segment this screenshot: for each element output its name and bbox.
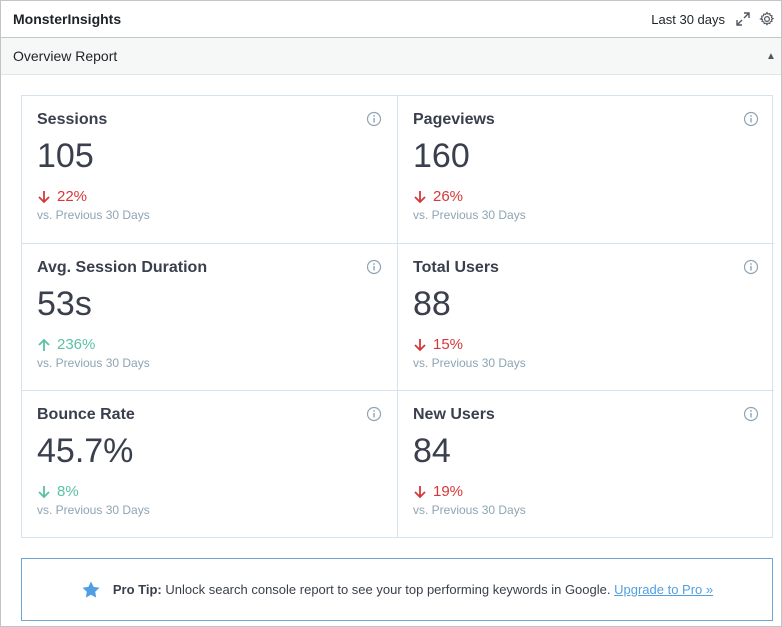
metric-change: 26% bbox=[413, 188, 759, 205]
metric-title: Sessions bbox=[37, 111, 108, 128]
pro-tip-text: Pro Tip: Unlock search console report to… bbox=[113, 582, 713, 597]
metric-change-value: 22% bbox=[57, 188, 88, 205]
caret-up-icon[interactable]: ▲ bbox=[766, 50, 776, 62]
metric-change: 22% bbox=[37, 188, 382, 205]
upgrade-to-pro-link[interactable]: Upgrade to Pro » bbox=[614, 582, 714, 597]
metric-change-value: 8% bbox=[57, 483, 79, 500]
metric-comparison-label: vs. Previous 30 Days bbox=[37, 208, 150, 222]
arrow-up-icon bbox=[37, 337, 51, 353]
date-range-selector[interactable]: Last 30 days bbox=[651, 11, 725, 27]
arrow-down-icon bbox=[413, 337, 427, 353]
metric-card-total-users: Total Users 88 15% vs. Previous 30 Days bbox=[398, 244, 774, 391]
expand-icon[interactable] bbox=[735, 11, 751, 27]
metric-value: 53s bbox=[37, 285, 92, 323]
metric-change: 236% bbox=[37, 336, 382, 353]
metric-change: 8% bbox=[37, 483, 382, 500]
overview-metrics-grid: Sessions 105 22% vs. Previous 30 Days Pa… bbox=[21, 95, 774, 538]
report-title: Overview Report bbox=[13, 48, 118, 64]
info-icon[interactable] bbox=[743, 111, 759, 127]
metric-title: New Users bbox=[413, 406, 495, 423]
pro-tip-banner: Pro Tip: Unlock search console report to… bbox=[21, 558, 773, 621]
metric-card-new-users: New Users 84 19% vs. Previous 30 Days bbox=[398, 391, 774, 537]
metric-value: 88 bbox=[413, 285, 451, 323]
metric-value: 45.7% bbox=[37, 432, 134, 470]
metric-value: 105 bbox=[37, 137, 94, 175]
pro-tip-label: Pro Tip: bbox=[112, 582, 162, 597]
metric-value: 160 bbox=[413, 137, 470, 175]
report-panel-header[interactable]: Overview Report ▲ bbox=[1, 38, 781, 75]
info-icon[interactable] bbox=[743, 259, 759, 275]
metric-change-value: 236% bbox=[57, 336, 96, 353]
metric-change-value: 19% bbox=[433, 483, 464, 500]
metric-comparison-label: vs. Previous 30 Days bbox=[413, 208, 526, 222]
widget-header: MonsterInsights Last 30 days bbox=[1, 1, 781, 38]
metric-title: Bounce Rate bbox=[37, 406, 135, 423]
star-icon bbox=[81, 580, 101, 600]
arrow-down-icon bbox=[37, 484, 51, 500]
metric-comparison-label: vs. Previous 30 Days bbox=[413, 356, 526, 370]
pro-tip-message: Unlock search console report to see your… bbox=[165, 582, 611, 597]
metric-card-avg-session-duration: Avg. Session Duration 53s 236% vs. Previ… bbox=[22, 244, 398, 391]
widget-title: MonsterInsights bbox=[13, 11, 122, 27]
metric-comparison-label: vs. Previous 30 Days bbox=[413, 503, 526, 517]
gear-icon[interactable] bbox=[759, 11, 775, 27]
arrow-down-icon bbox=[413, 484, 427, 500]
metric-title: Total Users bbox=[413, 259, 499, 276]
metric-card-bounce-rate: Bounce Rate 45.7% 8% vs. Previous 30 Day… bbox=[22, 391, 398, 537]
info-icon[interactable] bbox=[366, 111, 382, 127]
metric-change: 15% bbox=[413, 336, 759, 353]
metric-title: Avg. Session Duration bbox=[37, 259, 208, 276]
metric-card-sessions: Sessions 105 22% vs. Previous 30 Days bbox=[22, 96, 398, 244]
info-icon[interactable] bbox=[743, 406, 759, 422]
header-controls: Last 30 days bbox=[651, 11, 775, 27]
metric-comparison-label: vs. Previous 30 Days bbox=[37, 503, 150, 517]
metric-change-value: 26% bbox=[433, 188, 464, 205]
info-icon[interactable] bbox=[366, 259, 382, 275]
metric-change-value: 15% bbox=[433, 336, 464, 353]
metric-comparison-label: vs. Previous 30 Days bbox=[37, 356, 150, 370]
metric-value: 84 bbox=[413, 432, 451, 470]
arrow-down-icon bbox=[37, 189, 51, 205]
info-icon[interactable] bbox=[366, 406, 382, 422]
arrow-down-icon bbox=[413, 189, 427, 205]
metric-title: Pageviews bbox=[413, 111, 495, 128]
metric-change: 19% bbox=[413, 483, 759, 500]
metric-card-pageviews: Pageviews 160 26% vs. Previous 30 Days bbox=[398, 96, 774, 244]
